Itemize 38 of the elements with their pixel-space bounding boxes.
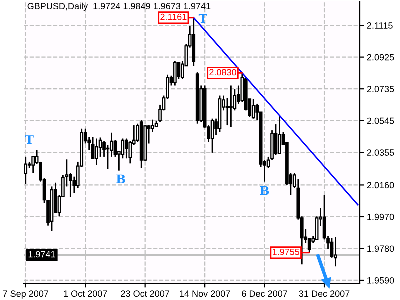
candlestick [252, 98, 256, 120]
candlestick [334, 236, 338, 268]
annotation: B [116, 174, 126, 184]
x-tick-label: 1 Oct 2007 [64, 290, 108, 298]
y-tick-label: 2.0355 [367, 150, 394, 156]
y-tick-label: 2.0545 [367, 118, 394, 124]
candlestick [174, 60, 177, 86]
candlestick [226, 97, 230, 126]
y-tick-label: 2.0735 [367, 86, 394, 92]
candlestick [177, 62, 181, 80]
x-tick-label: 14 Nov 2007 [180, 290, 230, 298]
annotation: T [25, 136, 34, 144]
candlestick [230, 85, 233, 128]
candlestick [121, 138, 125, 160]
x-tick-label: 23 Oct 2007 [121, 290, 170, 298]
candlestick [210, 118, 214, 154]
candlestick [124, 138, 128, 160]
x-tick-label: 7 Sep 2007 [3, 290, 49, 299]
y-tick-label: 2.0160 [367, 182, 394, 189]
y-tick-label: 1.9780 [368, 246, 394, 252]
y-tick-label: 1.9970 [368, 214, 394, 220]
y-tick-label: 1.9590 [368, 277, 394, 284]
annotation: 2.0830 [210, 69, 236, 76]
x-tick-label: 31 Dec 2007 [299, 290, 350, 298]
annotation: 1.9755 [272, 248, 300, 256]
candlestick [151, 119, 154, 133]
y-tick-label: 2.0925 [367, 54, 394, 61]
annotation: 2.1161 [160, 14, 187, 20]
y-tick-label: 2.1115 [367, 22, 393, 29]
ref-line-label: 1.9741 [28, 251, 56, 258]
annotation: T [198, 14, 208, 23]
annotation: B [260, 186, 270, 196]
candlestick [278, 114, 282, 155]
chart-title: GBPUSD,Daily 1.9724 1.9849 1.9673 1.9741 [28, 2, 211, 12]
candlestick [95, 138, 98, 166]
candlestick [24, 156, 28, 185]
candlestick [106, 144, 110, 170]
x-tick-label: 6 Dec 2007 [242, 290, 288, 298]
